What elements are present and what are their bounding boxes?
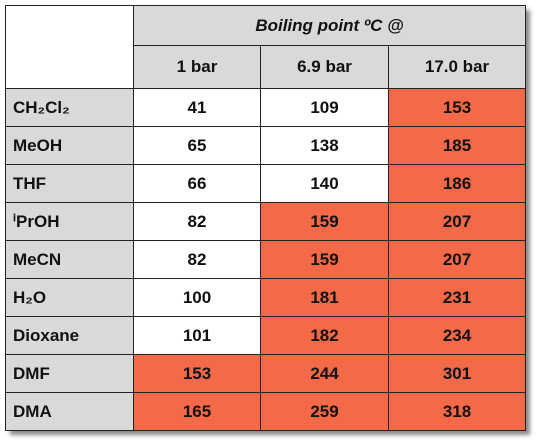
table-frame: Boiling point ºC @ 1 bar 6.9 bar 17.0 bar …	[5, 5, 527, 431]
title-row: Boiling point ºC @	[5, 5, 527, 89]
value-cell: 153	[387, 88, 527, 127]
value-cell: 301	[387, 354, 527, 393]
value-cell: 153	[133, 354, 261, 393]
column-header: 6.9 bar	[260, 45, 389, 89]
value-cell: 234	[387, 316, 527, 355]
data-row: H₂O 100 181 231	[5, 278, 527, 317]
value-cell: 65	[133, 126, 261, 165]
value-cell: 207	[387, 202, 527, 241]
value-cell: 159	[260, 240, 389, 279]
data-row: THF 66 140 186	[5, 164, 527, 203]
row-label: THF	[5, 164, 134, 203]
row-label: MeOH	[5, 126, 134, 165]
data-row: DMA 165 259 318	[5, 392, 527, 431]
row-label: H₂O	[5, 278, 134, 317]
corner-cell	[5, 5, 134, 89]
row-label: DMA	[5, 392, 134, 431]
value-cell: 101	[133, 316, 261, 355]
value-cell: 244	[260, 354, 389, 393]
value-cell: 82	[133, 240, 261, 279]
value-cell: 109	[260, 88, 389, 127]
data-row: Dioxane 101 182 234	[5, 316, 527, 355]
data-row: ⁱPrOH 82 159 207	[5, 202, 527, 241]
row-label: CH₂Cl₂	[5, 88, 134, 127]
value-cell: 41	[133, 88, 261, 127]
value-cell: 159	[260, 202, 389, 241]
value-cell: 82	[133, 202, 261, 241]
value-cell: 182	[260, 316, 389, 355]
column-header: 17.0 bar	[387, 45, 527, 89]
data-row: MeCN 82 159 207	[5, 240, 527, 279]
value-cell: 138	[260, 126, 389, 165]
boiling-table: Boiling point ºC @ 1 bar 6.9 bar 17.0 bar …	[5, 5, 527, 431]
data-row: DMF 153 244 301	[5, 354, 527, 393]
row-label: MeCN	[5, 240, 134, 279]
row-label: Dioxane	[5, 316, 134, 355]
table-title: Boiling point ºC @	[132, 5, 527, 46]
value-cell: 181	[260, 278, 389, 317]
column-header-row: 1 bar 6.9 bar 17.0 bar	[6, 45, 527, 89]
value-cell: 165	[133, 392, 261, 431]
value-cell: 100	[133, 278, 261, 317]
row-label: ⁱPrOH	[5, 202, 134, 241]
value-cell: 186	[387, 164, 527, 203]
value-cell: 231	[387, 278, 527, 317]
data-row: CH₂Cl₂ 41 109 153	[5, 88, 527, 127]
row-label: DMF	[5, 354, 134, 393]
value-cell: 66	[133, 164, 261, 203]
value-cell: 318	[387, 392, 527, 431]
value-cell: 207	[387, 240, 527, 279]
value-cell: 140	[260, 164, 389, 203]
column-header: 1 bar	[133, 45, 261, 89]
data-row: MeOH 65 138 185	[5, 126, 527, 165]
value-cell: 185	[387, 126, 527, 165]
value-cell: 259	[260, 392, 389, 431]
